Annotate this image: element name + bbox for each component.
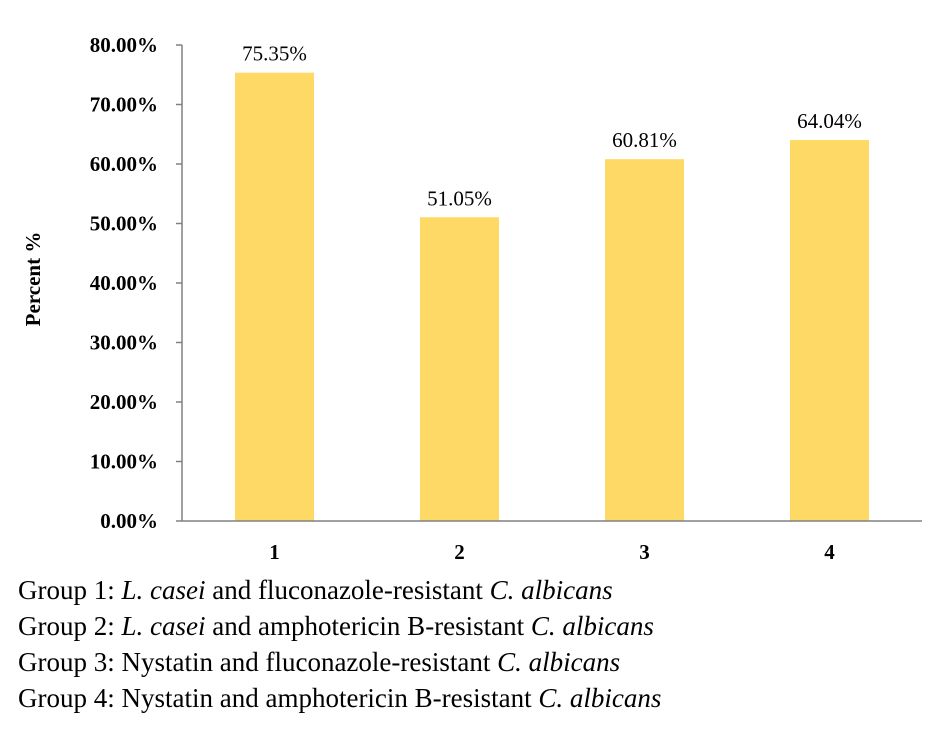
y-tick-label: 40.00%: [90, 271, 158, 295]
legend-text: Group 2:: [18, 611, 122, 641]
x-tick-label: 3: [639, 540, 650, 564]
bar-group-1: [235, 72, 314, 521]
legend-text: Group 1:: [18, 575, 122, 605]
legend-text: C. albicans: [497, 647, 621, 677]
x-tick-label: 2: [454, 540, 465, 564]
y-tick-label: 20.00%: [90, 390, 158, 414]
legend-line-group-1: Group 1: L. casei and fluconazole-resist…: [18, 572, 938, 608]
data-label-group-3: 60.81%: [612, 128, 677, 152]
y-axis-title: Percent %: [21, 232, 45, 327]
bar-group-2: [420, 217, 499, 521]
legend-text: and fluconazole-resistant: [205, 575, 490, 605]
legend-text: C. albicans: [489, 575, 613, 605]
y-tick-label: 50.00%: [90, 212, 158, 236]
legend: Group 1: L. casei and fluconazole-resist…: [18, 572, 938, 716]
legend-text: L. casei: [121, 611, 206, 641]
legend-text: Group 4: Nystatin and amphotericin B-res…: [18, 683, 539, 713]
y-tick-label: 0.00%: [100, 509, 158, 533]
legend-line-group-2: Group 2: L. casei and amphotericin B-res…: [18, 608, 938, 644]
data-label-group-1: 75.35%: [242, 42, 307, 66]
bar-group-3: [605, 159, 684, 522]
legend-line-group-3: Group 3: Nystatin and fluconazole-resist…: [18, 644, 938, 680]
x-tick-label: 4: [824, 540, 835, 564]
bar-chart: 0.00% 10.00% 20.00% 30.00% 40.00% 50.00% 60.00…: [21, 33, 922, 564]
legend-text: and amphotericin B-resistant: [205, 611, 531, 641]
y-tick-label: 80.00%: [90, 33, 158, 57]
y-tick-label: 70.00%: [90, 93, 158, 117]
legend-text: Group 3: Nystatin and fluconazole-resist…: [18, 647, 498, 677]
legend-text: L. casei: [121, 575, 206, 605]
x-tick-label: 1: [269, 540, 280, 564]
data-label-group-4: 64.04%: [797, 109, 862, 133]
legend-line-group-4: Group 4: Nystatin and amphotericin B-res…: [18, 680, 938, 716]
data-label-group-2: 51.05%: [427, 186, 492, 210]
legend-text: C. albicans: [538, 683, 662, 713]
legend-text: C. albicans: [530, 611, 654, 641]
bar-group-4: [790, 139, 869, 521]
y-tick-label: 10.00%: [90, 450, 158, 474]
y-tick-label: 30.00%: [90, 331, 158, 355]
y-tick-label: 60.00%: [90, 152, 158, 176]
